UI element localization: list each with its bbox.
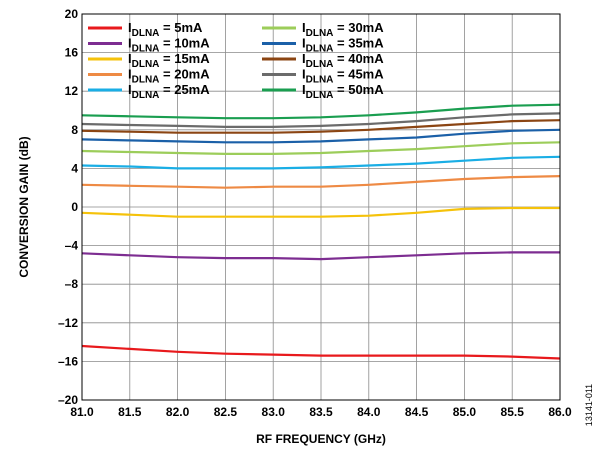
grid	[81, 13, 561, 401]
x-tick-label: 81.5	[118, 405, 142, 419]
series-line-7	[81, 128, 561, 144]
y-tick-label: 16	[65, 46, 79, 60]
legend-item: IDLNA = 20mA	[88, 67, 210, 86]
series-line-9	[81, 112, 561, 128]
legend-label: IDLNA = 20mA	[128, 67, 210, 86]
legend-item: IDLNA = 35mA	[262, 36, 384, 55]
y-tick-label: –20	[58, 393, 78, 407]
legend-label: IDLNA = 45mA	[302, 67, 384, 86]
legend-item: IDLNA = 5mA	[88, 20, 203, 39]
x-tick-label: 82.0	[166, 405, 190, 419]
series-lines	[81, 103, 561, 360]
series-line-4	[81, 175, 561, 189]
legend-item: IDLNA = 30mA	[262, 20, 384, 39]
series-line-8	[81, 119, 561, 134]
legend-item: IDLNA = 50mA	[262, 82, 384, 101]
legend-item: IDLNA = 45mA	[262, 67, 384, 86]
plot-frame	[81, 13, 561, 401]
legend-label: IDLNA = 50mA	[302, 82, 384, 101]
x-tick-label: 86.0	[548, 405, 572, 419]
y-tick-label: –4	[65, 239, 79, 253]
figure-id-label: 13141-011	[584, 384, 594, 426]
legend-item: IDLNA = 40mA	[262, 51, 384, 70]
series-line-10	[81, 103, 561, 120]
series-line-2	[81, 251, 560, 261]
y-tick-label: 20	[65, 7, 79, 21]
x-tick-label: 85.0	[453, 405, 477, 419]
legend-label: IDLNA = 35mA	[302, 36, 384, 55]
x-tick-labels: 81.0 81.5 82.0 82.5 83.0 83.5 84.0 84.5 85.0 85.5…	[70, 405, 572, 419]
legend-label: IDLNA = 30mA	[302, 20, 384, 39]
series-line-6	[81, 141, 561, 155]
legend-label: IDLNA = 25mA	[128, 82, 210, 101]
y-tick-labels: –20 –16 –12 –8 –4 0 4 8 12 16 20	[58, 7, 78, 407]
x-tick-label: 81.0	[70, 405, 94, 419]
legend-label: IDLNA = 5mA	[128, 20, 203, 39]
x-tick-label: 85.5	[501, 405, 525, 419]
legend-item: IDLNA = 25mA	[88, 82, 210, 101]
x-tick-label: 83.5	[309, 405, 333, 419]
y-tick-label: 0	[71, 200, 78, 214]
x-tick-label: 84.5	[405, 405, 429, 419]
legend-label: IDLNA = 10mA	[128, 36, 210, 55]
y-tick-label: 4	[71, 161, 78, 175]
series-line-5	[81, 155, 561, 170]
y-tick-label: 12	[65, 84, 79, 98]
y-tick-label: –12	[58, 316, 78, 330]
legend-item: IDLNA = 15mA	[88, 51, 210, 70]
series-line-1	[81, 344, 561, 360]
x-tick-label: 84.0	[357, 405, 381, 419]
y-tick-label: 8	[71, 123, 78, 137]
y-tick-label: –16	[58, 354, 78, 368]
y-axis-label: CONVERSION GAIN (dB)	[17, 136, 31, 277]
legend-label: IDLNA = 15mA	[128, 51, 210, 70]
y-tick-label: –8	[65, 277, 79, 291]
legend-item: IDLNA = 10mA	[88, 36, 210, 55]
legend-label: IDLNA = 40mA	[302, 51, 384, 70]
x-tick-label: 83.0	[262, 405, 286, 419]
x-axis-label: RF FREQUENCY (GHz)	[256, 432, 386, 446]
x-tick-label: 82.5	[214, 405, 238, 419]
series-line-3	[81, 206, 560, 218]
